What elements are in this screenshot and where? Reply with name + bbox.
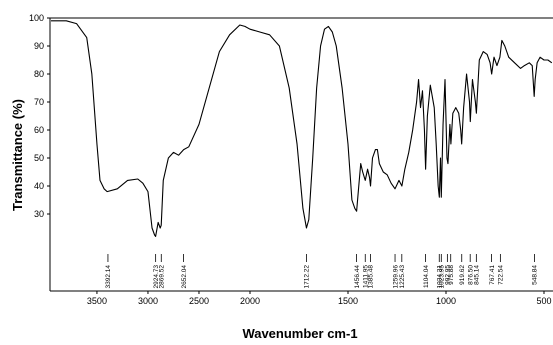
x-tick-label: 2000: [240, 296, 260, 306]
x-tick-label: 1000: [436, 296, 456, 306]
spectrum-line: [51, 20, 553, 237]
x-tick-label: 2500: [189, 296, 209, 306]
y-tick-label: 40: [34, 181, 44, 191]
y-tick-label: 60: [34, 125, 44, 135]
peak-label: 548.84: [532, 265, 539, 285]
y-tick-label: 80: [34, 69, 44, 79]
x-tick-label: 500: [536, 296, 551, 306]
peak-label: 1259.96: [392, 265, 399, 289]
peak-label: 1023.95: [439, 265, 446, 289]
peak-label: 722.54: [498, 265, 505, 285]
peak-label: 1411.95: [363, 265, 370, 288]
peak-label: 3392.14: [105, 265, 112, 289]
peak-label: 1712.22: [304, 265, 311, 289]
peak-label: 2869.52: [159, 265, 166, 289]
peak-label: 919.62: [459, 265, 466, 285]
peak-label: 992.95: [445, 265, 452, 285]
peak-label: 876.50: [467, 265, 474, 285]
peak-label: 1456.44: [354, 265, 361, 289]
y-tick-label: 90: [34, 41, 44, 51]
peak-label: 767.41: [489, 265, 496, 285]
peak-label: 975.88: [448, 265, 455, 285]
x-tick-label: 3500: [87, 296, 107, 306]
peak-label: 2652.04: [181, 265, 188, 289]
y-tick-label: 50: [34, 153, 44, 163]
y-tick-label: 70: [34, 97, 44, 107]
peak-label: 2924.73: [153, 265, 160, 289]
x-tick-label: 1500: [338, 296, 358, 306]
y-axis-title: Transmittance (%): [10, 99, 25, 211]
y-tick-label: 30: [34, 209, 44, 219]
x-axis-title: Wavenumber cm-1: [242, 326, 357, 341]
peak-label: 1034.31: [437, 265, 444, 289]
peak-label: 1104.04: [423, 265, 430, 288]
peak-label: 1225.43: [399, 265, 406, 289]
peak-label: 1385.48: [368, 265, 375, 289]
x-tick-label: 3000: [138, 296, 158, 306]
peak-label: 845.14: [474, 265, 481, 285]
y-tick-label: 100: [29, 13, 44, 23]
